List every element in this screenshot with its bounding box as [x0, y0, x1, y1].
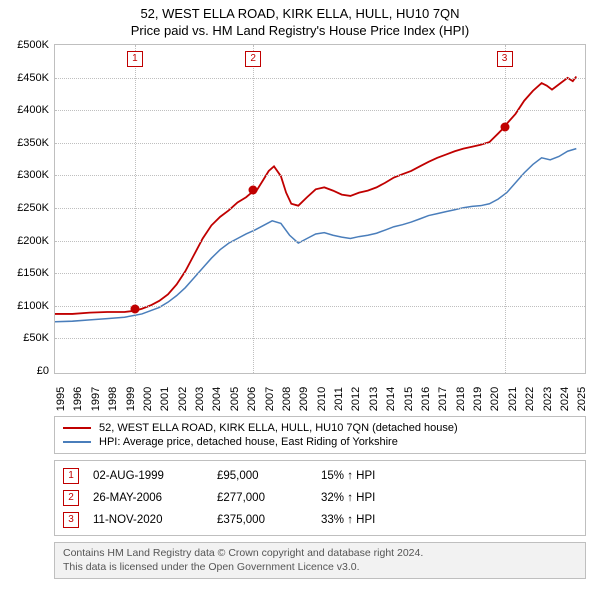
title-sub: Price paid vs. HM Land Registry's House …: [10, 23, 590, 38]
footer-line-1: Contains HM Land Registry data © Crown c…: [63, 547, 577, 561]
x-tick-label: 2025: [576, 387, 588, 411]
sale-marker-box: 1: [127, 51, 143, 67]
y-tick-label: £350K: [1, 137, 49, 149]
x-tick-label: 2021: [507, 387, 519, 411]
sales-row: 3 11-NOV-2020 £375,000 33% ↑ HPI: [63, 509, 577, 531]
x-tick-label: 2014: [385, 387, 397, 411]
legend-swatch: [63, 441, 91, 443]
sales-date: 11-NOV-2020: [93, 514, 203, 526]
y-tick-label: £0: [1, 365, 49, 377]
sales-change: 32% ↑ HPI: [321, 492, 375, 504]
sale-dot: [249, 186, 258, 195]
x-tick-label: 2015: [403, 387, 415, 411]
y-tick-label: £450K: [1, 72, 49, 84]
sale-vline: [135, 45, 136, 373]
y-tick-label: £100K: [1, 300, 49, 312]
x-tick-label: 2001: [159, 387, 171, 411]
x-tick-label: 2009: [298, 387, 310, 411]
sales-change: 33% ↑ HPI: [321, 514, 375, 526]
x-tick-label: 2019: [472, 387, 484, 411]
y-tick-label: £50K: [1, 332, 49, 344]
x-tick-label: 2020: [489, 387, 501, 411]
footer-line-2: This data is licensed under the Open Gov…: [63, 561, 577, 575]
y-tick-label: £150K: [1, 267, 49, 279]
x-tick-label: 1997: [90, 387, 102, 411]
sale-vline: [253, 45, 254, 373]
x-tick-label: 2007: [264, 387, 276, 411]
legend-label: 52, WEST ELLA ROAD, KIRK ELLA, HULL, HU1…: [99, 422, 458, 434]
chart-titles: 52, WEST ELLA ROAD, KIRK ELLA, HULL, HU1…: [0, 0, 600, 40]
sale-marker-box: 3: [497, 51, 513, 67]
x-tick-label: 2022: [524, 387, 536, 411]
x-tick-label: 2006: [246, 387, 258, 411]
x-tick-label: 1996: [72, 387, 84, 411]
sales-price: £375,000: [217, 514, 307, 526]
footer-licence: Contains HM Land Registry data © Crown c…: [54, 542, 586, 579]
x-tick-label: 2012: [350, 387, 362, 411]
x-tick-label: 1995: [55, 387, 67, 411]
x-tick-label: 1998: [107, 387, 119, 411]
x-tick-label: 2024: [559, 387, 571, 411]
x-tick-label: 2018: [455, 387, 467, 411]
chart-legend: 52, WEST ELLA ROAD, KIRK ELLA, HULL, HU1…: [54, 416, 586, 454]
y-tick-label: £250K: [1, 202, 49, 214]
legend-row: 52, WEST ELLA ROAD, KIRK ELLA, HULL, HU1…: [63, 421, 577, 435]
series-property: [55, 76, 576, 313]
sales-table: 1 02-AUG-1999 £95,000 15% ↑ HPI 2 26-MAY-2006…: [54, 460, 586, 536]
y-tick-label: £300K: [1, 169, 49, 181]
x-tick-label: 2013: [368, 387, 380, 411]
sale-dot: [500, 122, 509, 131]
sale-dot: [130, 305, 139, 314]
x-tick-label: 2023: [542, 387, 554, 411]
y-tick-label: £400K: [1, 104, 49, 116]
sales-row: 1 02-AUG-1999 £95,000 15% ↑ HPI: [63, 465, 577, 487]
sale-marker-box: 2: [245, 51, 261, 67]
x-tick-label: 2010: [316, 387, 328, 411]
sales-marker: 1: [63, 468, 79, 484]
chart-plot-area: £0£50K£100K£150K£200K£250K£300K£350K£400…: [54, 44, 586, 374]
x-tick-label: 1999: [125, 387, 137, 411]
sales-date: 26-MAY-2006: [93, 492, 203, 504]
sales-row: 2 26-MAY-2006 £277,000 32% ↑ HPI: [63, 487, 577, 509]
y-tick-label: £500K: [1, 39, 49, 51]
legend-label: HPI: Average price, detached house, East…: [99, 436, 398, 448]
sales-marker: 3: [63, 512, 79, 528]
x-tick-label: 2016: [420, 387, 432, 411]
x-tick-label: 2000: [142, 387, 154, 411]
x-tick-label: 2004: [211, 387, 223, 411]
x-tick-label: 2008: [281, 387, 293, 411]
x-tick-label: 2011: [333, 387, 345, 411]
sale-vline: [505, 45, 506, 373]
title-main: 52, WEST ELLA ROAD, KIRK ELLA, HULL, HU1…: [10, 6, 590, 21]
y-tick-label: £200K: [1, 235, 49, 247]
legend-swatch: [63, 427, 91, 429]
sales-date: 02-AUG-1999: [93, 470, 203, 482]
sales-marker: 2: [63, 490, 79, 506]
x-tick-label: 2017: [437, 387, 449, 411]
x-tick-label: 2005: [229, 387, 241, 411]
sales-price: £95,000: [217, 470, 307, 482]
x-tick-label: 2002: [177, 387, 189, 411]
sales-change: 15% ↑ HPI: [321, 470, 375, 482]
legend-row: HPI: Average price, detached house, East…: [63, 435, 577, 449]
x-tick-label: 2003: [194, 387, 206, 411]
sales-price: £277,000: [217, 492, 307, 504]
